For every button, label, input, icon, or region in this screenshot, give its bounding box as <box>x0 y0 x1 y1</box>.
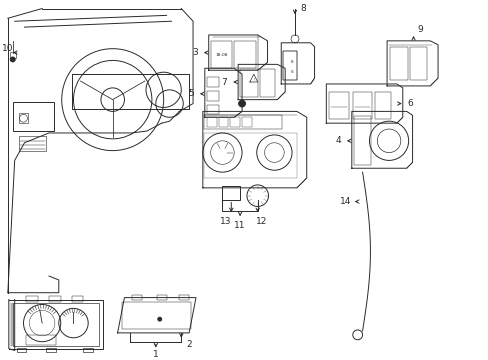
Bar <box>259 69 275 97</box>
Text: 7: 7 <box>221 77 227 86</box>
Bar <box>206 91 218 100</box>
Text: !: ! <box>252 78 254 82</box>
Bar <box>240 69 257 97</box>
Text: 14: 14 <box>340 197 351 206</box>
Bar <box>13 302 99 346</box>
Bar <box>375 92 390 119</box>
Text: 9: 9 <box>417 24 423 33</box>
Circle shape <box>158 317 162 321</box>
Bar <box>206 104 218 114</box>
Bar <box>352 92 372 119</box>
Bar <box>132 294 142 300</box>
Bar <box>19 113 28 123</box>
Bar <box>17 348 26 352</box>
Text: 10: 10 <box>2 44 14 53</box>
Bar <box>26 296 38 302</box>
Text: 3: 3 <box>192 48 198 57</box>
Bar <box>10 51 16 58</box>
Bar <box>157 294 166 300</box>
Bar <box>26 335 56 345</box>
Bar <box>83 348 93 352</box>
Text: 13: 13 <box>219 217 231 226</box>
Circle shape <box>238 100 245 107</box>
Circle shape <box>10 57 15 62</box>
Bar <box>283 51 296 80</box>
Text: 8: 8 <box>299 4 305 13</box>
Bar <box>206 117 216 127</box>
Text: 2: 2 <box>186 340 192 349</box>
Text: 12: 12 <box>255 217 267 226</box>
Bar <box>230 117 240 127</box>
Bar <box>234 41 255 68</box>
Text: 6: 6 <box>407 99 413 108</box>
Text: 1: 1 <box>153 350 159 359</box>
Bar <box>46 348 56 352</box>
Bar <box>13 102 54 131</box>
Bar <box>242 117 251 127</box>
Bar <box>122 302 191 329</box>
Bar <box>19 136 46 150</box>
Bar <box>222 186 240 199</box>
Bar <box>409 47 427 80</box>
Text: 8: 8 <box>290 60 293 64</box>
Bar <box>210 41 232 68</box>
Bar <box>283 51 296 80</box>
Bar <box>206 77 218 87</box>
Text: 5: 5 <box>188 89 194 98</box>
Text: 11: 11 <box>234 221 245 230</box>
Text: 18:08: 18:08 <box>215 53 227 57</box>
Text: S: S <box>290 70 293 74</box>
Bar <box>71 296 83 302</box>
Bar <box>353 116 371 165</box>
Bar <box>49 296 61 302</box>
Bar <box>179 294 189 300</box>
Bar <box>203 115 282 129</box>
Bar <box>203 133 296 178</box>
Text: 4: 4 <box>335 136 340 145</box>
Bar <box>328 92 348 119</box>
Bar <box>218 117 228 127</box>
Bar <box>389 47 407 80</box>
